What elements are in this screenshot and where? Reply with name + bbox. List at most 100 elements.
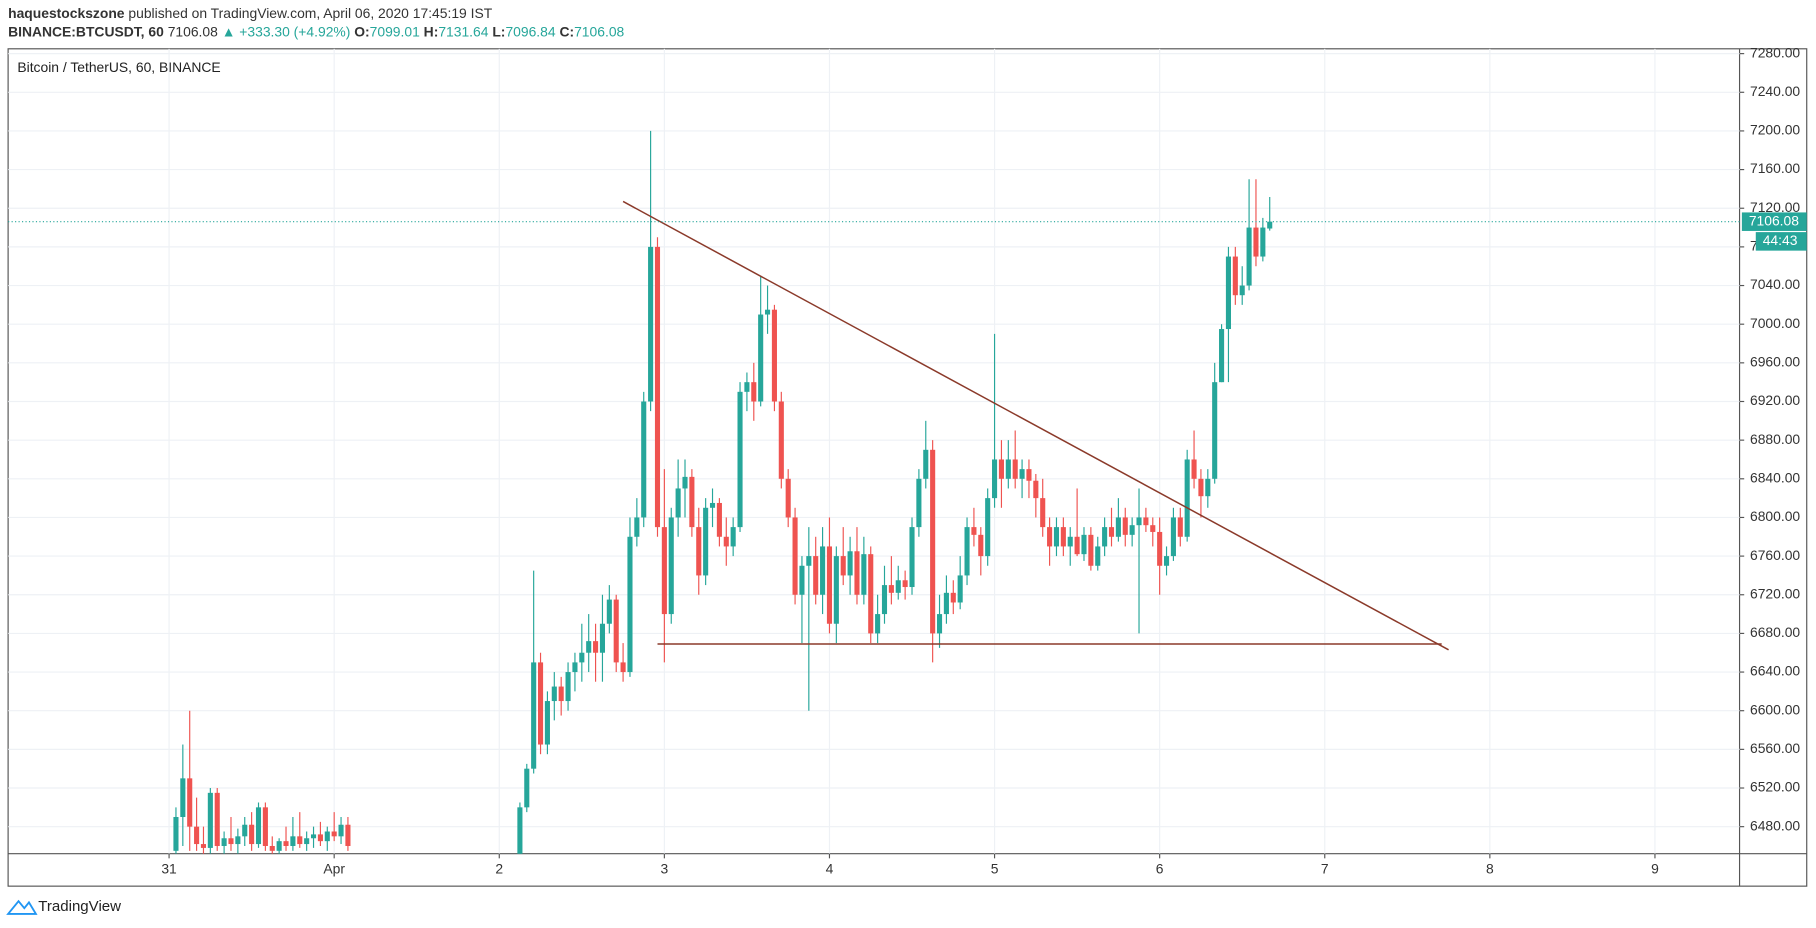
y-tick-label: 6480.00 xyxy=(1750,817,1800,833)
candle-body xyxy=(242,824,248,837)
ohlc-value: 7096.84 xyxy=(505,23,555,39)
header-line-1: haquestockszone published on TradingView… xyxy=(8,5,493,21)
candle-body xyxy=(627,536,633,673)
countdown-tag xyxy=(1755,232,1807,251)
candle-body xyxy=(792,517,798,595)
candle-body xyxy=(200,844,207,848)
candle-body xyxy=(1005,459,1011,479)
candle-body xyxy=(558,686,564,702)
x-tick-label: 9 xyxy=(1651,861,1659,877)
candle-body xyxy=(936,614,943,634)
countdown-label: 44:43 xyxy=(1763,232,1798,248)
last: 7106.08 xyxy=(168,23,218,39)
x-tick-label: 6 xyxy=(1156,861,1164,877)
candle-body xyxy=(723,536,729,547)
candle-body xyxy=(1026,469,1032,481)
logo xyxy=(6,899,38,915)
y-tick-label: 7280.00 xyxy=(1750,44,1800,60)
x-tick-label: 7 xyxy=(1321,861,1329,877)
candle-body xyxy=(1253,227,1259,257)
candle-body xyxy=(517,807,523,854)
candle-body xyxy=(565,672,571,702)
y-tick-label: 7240.00 xyxy=(1750,83,1800,99)
header-line-2: BINANCE:BTCUSDT, 60 7106.08 ▲ +333.30 (+… xyxy=(8,23,624,39)
candle-body xyxy=(854,551,860,595)
candle-body xyxy=(338,824,344,837)
candle-body xyxy=(1053,527,1060,547)
candle-body xyxy=(310,834,317,839)
candle-body xyxy=(262,807,268,846)
candle-body xyxy=(1115,517,1121,537)
candle-body xyxy=(276,841,282,851)
candle-body xyxy=(606,599,612,624)
candle-body xyxy=(943,592,949,615)
candle-body xyxy=(228,838,234,845)
y-tick-label: 7160.00 xyxy=(1750,160,1800,176)
candle-body xyxy=(868,554,874,634)
candle-body xyxy=(331,831,337,837)
y-tick-label: 6760.00 xyxy=(1750,547,1800,563)
candle-body xyxy=(902,580,908,588)
candle-body xyxy=(207,792,213,848)
candle-body xyxy=(833,556,839,624)
y-tick-label: 6800.00 xyxy=(1750,508,1800,524)
candle-body xyxy=(923,449,929,479)
candle-body xyxy=(1177,517,1183,537)
candle-body xyxy=(861,554,867,595)
candle-body xyxy=(716,502,722,537)
candle-body xyxy=(1019,469,1025,479)
candle-body xyxy=(1033,480,1039,499)
ohlc-label: L: xyxy=(492,23,505,39)
published: published on TradingView.com, April 06, … xyxy=(128,5,492,21)
candle-body xyxy=(1260,227,1266,257)
candle-body xyxy=(648,246,654,402)
candle-body xyxy=(1191,459,1197,479)
candle-body xyxy=(799,565,805,595)
ohlc-label: O: xyxy=(354,23,369,39)
candle-body xyxy=(324,831,330,842)
candle-body xyxy=(1095,546,1101,566)
candle-body xyxy=(675,488,681,518)
symbol: BINANCE:BTCUSDT, 60 xyxy=(8,23,164,39)
brand: TradingView xyxy=(38,898,121,915)
candle-body xyxy=(978,534,984,557)
y-tick-label: 6520.00 xyxy=(1750,779,1800,795)
candle-body xyxy=(703,507,709,576)
candle-body xyxy=(1088,534,1094,566)
candle-body xyxy=(654,246,661,528)
plot-area xyxy=(8,48,1740,854)
candle-body xyxy=(758,314,764,402)
y-tick-label: 6920.00 xyxy=(1750,392,1800,408)
candle-body xyxy=(593,641,599,653)
candle-body xyxy=(551,686,557,702)
candle-body xyxy=(992,459,998,499)
trendline xyxy=(622,200,1449,651)
y-tick-label: 6640.00 xyxy=(1750,663,1800,679)
candle-body xyxy=(283,841,289,846)
candle-body xyxy=(187,778,193,827)
candle-body xyxy=(730,527,736,547)
candle-body xyxy=(1060,527,1066,547)
x-tick-label: Apr xyxy=(323,861,345,877)
candle-body xyxy=(957,575,963,603)
x-tick-label: 31 xyxy=(161,861,177,877)
candle-body xyxy=(847,551,853,576)
candle-body xyxy=(998,459,1004,479)
candle-body xyxy=(1232,256,1238,296)
y-tick-label: 6560.00 xyxy=(1750,740,1800,756)
candle-body xyxy=(1047,527,1053,547)
x-tick-label: 2 xyxy=(495,861,503,877)
y-tick-label: 7120.00 xyxy=(1750,199,1800,215)
candle-body xyxy=(1136,517,1142,526)
candle-body xyxy=(964,527,970,576)
candle-body xyxy=(1184,459,1190,537)
candle-body xyxy=(682,476,688,489)
candle-body xyxy=(1163,556,1170,566)
candle-body xyxy=(916,478,922,528)
candle-body xyxy=(806,556,812,566)
candle-body xyxy=(1157,531,1163,566)
candle-body xyxy=(221,838,227,846)
candle-body xyxy=(744,382,750,392)
candle-body xyxy=(1012,459,1018,479)
